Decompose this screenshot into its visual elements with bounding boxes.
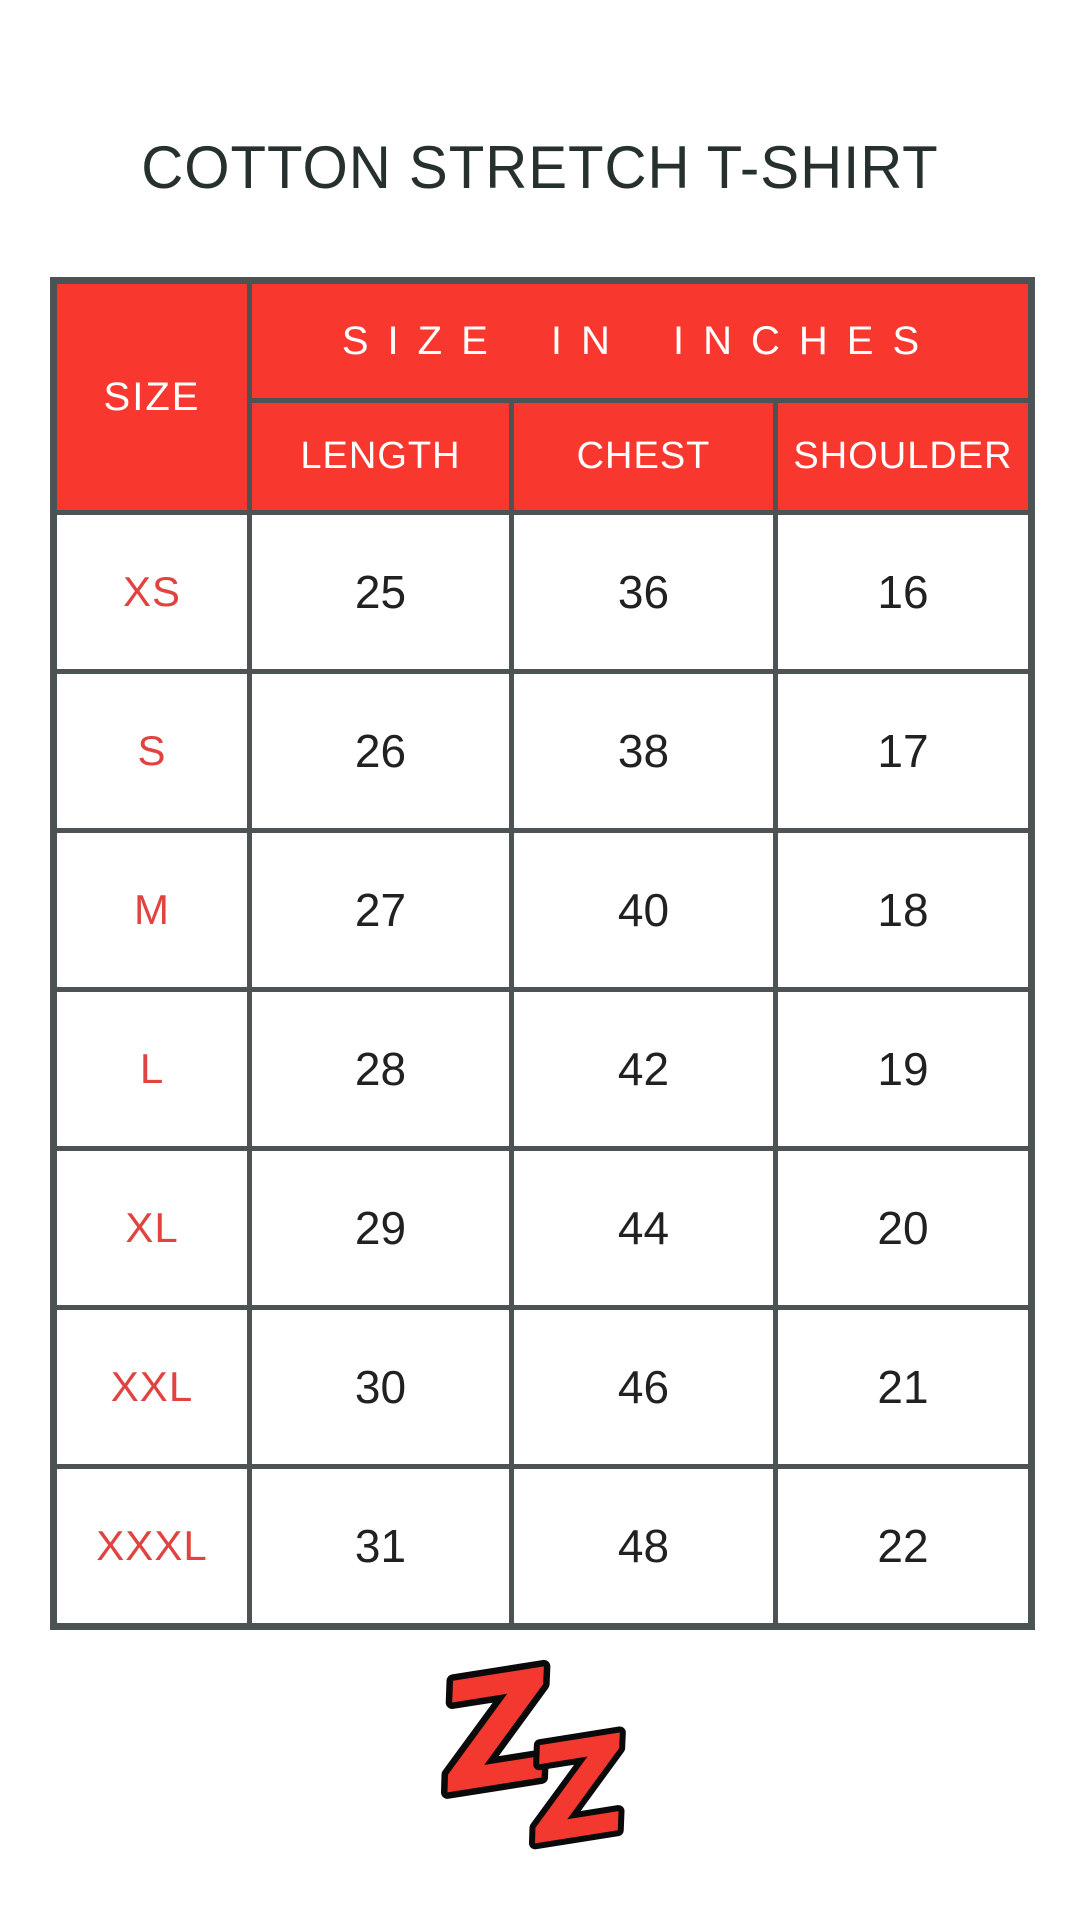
shoulder-value: 19 [772, 987, 1035, 1151]
chest-value: 44 [509, 1146, 778, 1310]
size-table: SIZE SIZE IN INCHES LENGTH CHEST SHOULDE… [50, 277, 1036, 1630]
banner-row: SIZE SIZE IN INCHES [51, 278, 1035, 515]
shoulder-value: 17 [772, 669, 1035, 833]
shoulder-value: 18 [772, 828, 1035, 992]
length-value: 27 [247, 828, 514, 992]
chest-value: 38 [509, 669, 778, 833]
length-value: 29 [247, 1146, 514, 1310]
page-title: COTTON STRETCH T-SHIRT [141, 134, 939, 201]
chest-value: 42 [509, 987, 778, 1151]
length-value: 28 [247, 987, 514, 1151]
brand-logo-zz-icon: Z Z [433, 1645, 646, 1870]
length-value: 25 [247, 510, 514, 674]
length-value: 31 [247, 1464, 514, 1629]
chest-value: 40 [509, 828, 778, 992]
table-row-xs: XS 25 36 16 [51, 510, 1035, 674]
shoulder-value: 16 [772, 510, 1035, 674]
table-row-xl: XL 29 44 20 [51, 1146, 1035, 1310]
table-row-xxl: XXL 30 46 21 [51, 1305, 1035, 1469]
column-header-chest: CHEST [509, 398, 778, 515]
size-label: XS [51, 510, 252, 674]
size-label: XXL [51, 1305, 252, 1469]
corner-header-cell: SIZE [51, 278, 252, 515]
table-row-xxxl: XXXL 31 48 22 [51, 1464, 1035, 1629]
shoulder-value: 20 [772, 1146, 1035, 1310]
size-label: XL [51, 1146, 252, 1310]
column-header-row: LENGTH CHEST SHOULDER [54, 398, 1035, 515]
shoulder-value: 21 [772, 1305, 1035, 1469]
column-header-shoulder: SHOULDER [772, 398, 1035, 515]
table-row-m: M 27 40 18 [51, 828, 1035, 992]
logo-letter-z-front: Z [515, 1707, 640, 1870]
chest-value: 48 [509, 1464, 778, 1629]
chest-value: 46 [509, 1305, 778, 1469]
corner-header-label: SIZE [103, 374, 201, 419]
banner-cell: SIZE IN INCHES [246, 278, 1035, 403]
table-row-l: L 28 42 19 [51, 987, 1035, 1151]
shoulder-value: 22 [772, 1464, 1035, 1629]
column-header-length: LENGTH [247, 398, 514, 515]
size-label: M [51, 828, 252, 992]
chest-value: 36 [509, 510, 778, 674]
length-value: 26 [247, 669, 514, 833]
size-label: L [51, 987, 252, 1151]
size-label: XXXL [51, 1464, 252, 1629]
length-value: 30 [247, 1305, 514, 1469]
size-label: S [51, 669, 252, 833]
table-row-s: S 26 38 17 [51, 669, 1035, 833]
